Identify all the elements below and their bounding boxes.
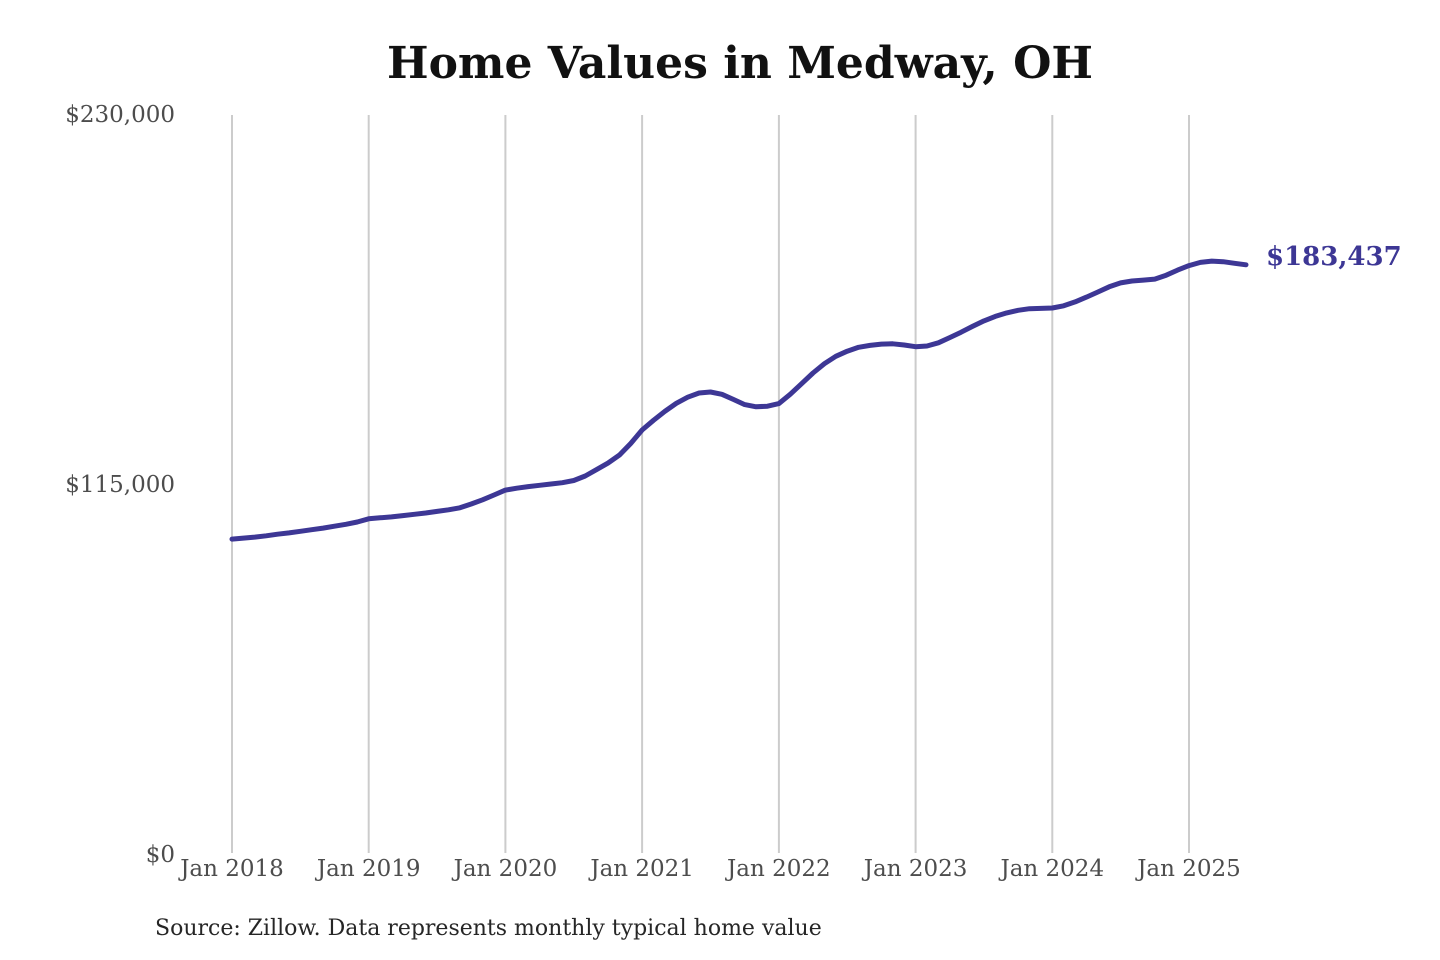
chart-title: Home Values in Medway, OH	[387, 38, 1093, 89]
y-tick-label: $230,000	[65, 102, 175, 128]
x-tick-label: Jan 2025	[1137, 856, 1241, 882]
latest-value-label: $183,437	[1266, 242, 1402, 272]
x-tick-label: Jan 2022	[727, 856, 831, 882]
home-value-line	[229, 258, 1249, 542]
x-tick-label: Jan 2021	[590, 856, 694, 882]
x-tick-label: Jan 2024	[1000, 856, 1105, 882]
x-tick-label: Jan 2019	[316, 856, 421, 882]
y-tick-label: $0	[145, 842, 175, 868]
x-tick-label: Jan 2020	[453, 856, 558, 882]
y-tick-label: $115,000	[65, 472, 175, 498]
source-note: Source: Zillow. Data represents monthly …	[155, 916, 822, 941]
x-tick-label: Jan 2018	[180, 856, 284, 882]
x-tick-label: Jan 2023	[863, 856, 968, 882]
